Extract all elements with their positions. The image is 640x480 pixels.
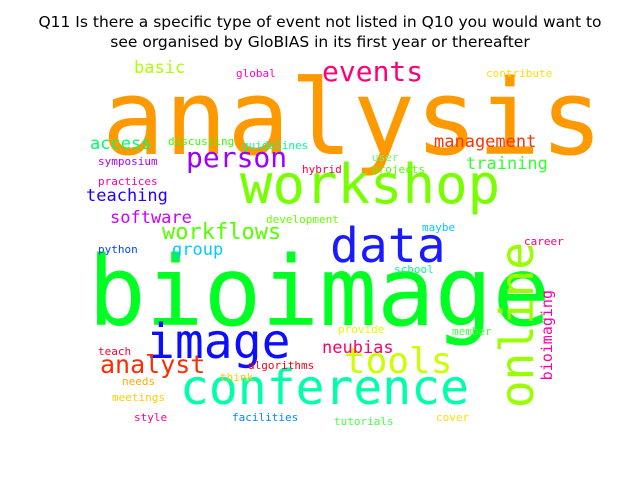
word-contribute: contribute — [486, 67, 553, 80]
word-conference: conference — [180, 360, 469, 416]
word-image: image — [146, 314, 291, 370]
word-algorithms: algorithms — [248, 359, 315, 372]
word-software: software — [110, 208, 192, 228]
word-meetings: meetings — [112, 391, 165, 404]
word-person: person — [186, 141, 288, 174]
word-analyst: analyst — [100, 350, 206, 379]
word-workflows: workflows — [162, 220, 282, 245]
chart-title: Q11 Is there a specific type of event no… — [0, 12, 640, 52]
word-training: training — [466, 154, 548, 174]
word-hybrid: hybrid — [302, 163, 342, 176]
word-provide: provide — [338, 323, 385, 336]
word-tools: tools — [344, 341, 453, 382]
word-online: online — [490, 242, 544, 409]
word-cover: cover — [436, 411, 470, 424]
word-discussing: discussing — [168, 135, 235, 148]
word-think: think — [220, 371, 254, 384]
word-maybe: maybe — [422, 221, 456, 234]
word-events: events — [322, 55, 424, 88]
word-python: python — [98, 243, 138, 256]
word-neubias: neubias — [322, 338, 394, 358]
title-line-2: see organised by GloBIAS in its first ye… — [110, 33, 530, 51]
word-analysis: analysis — [102, 57, 603, 179]
word-management: management — [434, 132, 537, 152]
word-group: group — [172, 240, 224, 260]
word-bioimage: bioimage — [88, 236, 551, 348]
word-tutorials: tutorials — [334, 415, 394, 428]
word-development: development — [266, 213, 339, 226]
word-teaching: teaching — [86, 186, 168, 206]
word-style: style — [134, 411, 168, 424]
word-user: user — [372, 151, 399, 164]
word-member: member — [452, 325, 492, 338]
word-practices: practices — [98, 175, 158, 188]
word-needs: needs — [122, 375, 156, 388]
word-global: global — [236, 67, 276, 80]
word-facilities: facilities — [232, 411, 299, 424]
word-bioimaging: bioimaging — [538, 290, 556, 381]
word-access: access — [90, 134, 152, 154]
word-basic: basic — [134, 58, 186, 78]
word-school: school — [394, 263, 434, 276]
word-data: data — [330, 218, 446, 274]
word-guidelines: guidelines — [242, 139, 309, 152]
word-symposium: symposium — [98, 155, 158, 168]
word-teach: teach — [98, 345, 132, 358]
word-workshop: workshop — [240, 153, 501, 216]
word-projects: projects — [372, 163, 425, 176]
word-career: career — [524, 235, 564, 248]
title-line-1: Q11 Is there a specific type of event no… — [38, 13, 602, 31]
